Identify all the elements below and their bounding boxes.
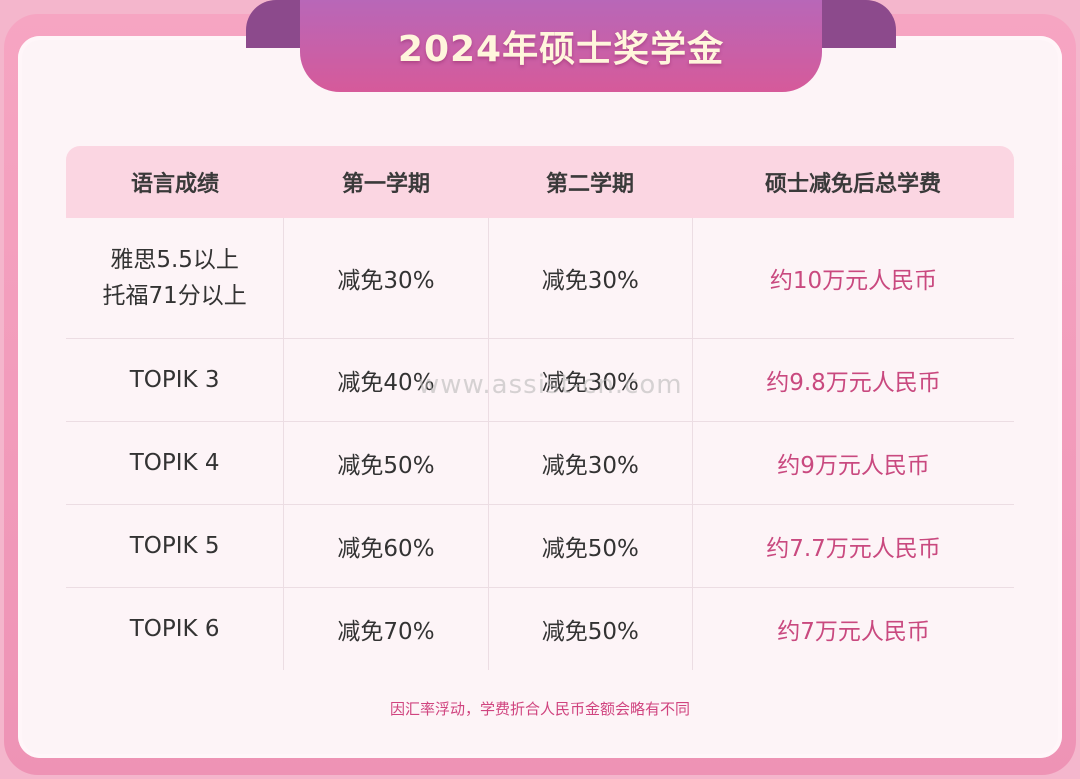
first-semester-cell: 减免40% (284, 339, 489, 421)
second-semester-cell: 减免30% (489, 339, 694, 421)
score-cell: TOPIK 4 (66, 422, 285, 504)
title-banner: 2024年硕士奖学金 (300, 0, 822, 92)
table-row: TOPIK 5 减免60% 减免50% 约7.7万元人民币 (66, 505, 1014, 588)
page-title: 2024年硕士奖学金 (397, 29, 725, 70)
second-semester-cell: 减免30% (489, 422, 694, 504)
header-first-semester: 第一学期 (341, 172, 430, 197)
score-line: 雅思5.5以上 (110, 247, 239, 273)
score-cell: TOPIK 5 (66, 505, 285, 587)
score-line: 托福71分以上 (102, 283, 247, 309)
first-semester-cell: 减免50% (284, 422, 489, 504)
score-cell: TOPIK 3 (66, 339, 285, 421)
header-total-tuition: 硕士减免后总学费 (764, 172, 941, 197)
second-semester-cell: 减免50% (489, 505, 694, 587)
total-tuition-cell: 约9.8万元人民币 (766, 370, 941, 396)
table-row: TOPIK 4 减免50% 减免30% 约9万元人民币 (66, 422, 1014, 505)
second-semester-cell: 减免30% (489, 218, 694, 338)
table-row: 雅思5.5以上 托福71分以上 减免30% 减免30% 约10万元人民币 (66, 218, 1014, 339)
score-cell: TOPIK 6 (66, 588, 285, 670)
total-tuition-cell: 约9万元人民币 (777, 453, 930, 479)
table-row: TOPIK 3 减免40% 减免30% 约9.8万元人民币 (66, 339, 1014, 422)
second-semester-cell: 减免50% (489, 588, 694, 670)
header-language-score: 语言成绩 (130, 172, 219, 197)
first-semester-cell: 减免30% (284, 218, 489, 338)
first-semester-cell: 减免70% (284, 588, 489, 670)
table-header: 语言成绩 第一学期 第二学期 硕士减免后总学费 (66, 146, 1014, 218)
footnote: 因汇率浮动，学费折合人民币金额会略有不同 (389, 700, 690, 718)
scholarship-table: 语言成绩 第一学期 第二学期 硕士减免后总学费 雅思5.5以上 托福71分以上 … (66, 146, 1014, 670)
score-cell: 雅思5.5以上 托福71分以上 (66, 218, 285, 338)
total-tuition-cell: 约7万元人民币 (777, 619, 930, 645)
total-tuition-cell: 约10万元人民币 (769, 268, 938, 294)
first-semester-cell: 减免60% (284, 505, 489, 587)
table-row: TOPIK 6 减免70% 减免50% 约7万元人民币 (66, 588, 1014, 670)
total-tuition-cell: 约7.7万元人民币 (766, 536, 941, 562)
header-second-semester: 第二学期 (545, 172, 634, 197)
watermark: www.assist-cn.com (418, 370, 683, 400)
